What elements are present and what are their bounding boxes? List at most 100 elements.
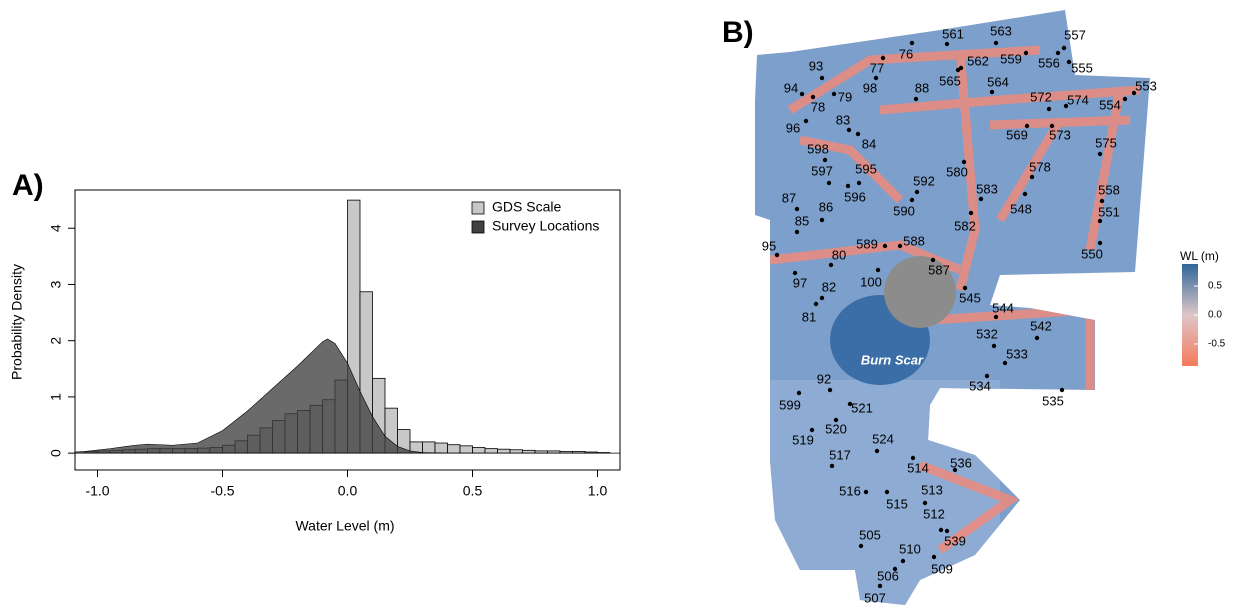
point-label: 551 bbox=[1098, 204, 1120, 219]
point-label: 565 bbox=[939, 73, 961, 88]
survey-point bbox=[956, 68, 960, 72]
point-label: 544 bbox=[992, 300, 1014, 315]
survey-point bbox=[901, 559, 905, 563]
survey-point bbox=[914, 97, 918, 101]
point-label: 509 bbox=[931, 561, 953, 576]
point-label: 599 bbox=[779, 397, 801, 412]
survey-point bbox=[795, 230, 799, 234]
y-tick-label: 3 bbox=[48, 280, 64, 288]
survey-point bbox=[994, 41, 998, 45]
survey-point bbox=[945, 42, 949, 46]
point-label: 97 bbox=[793, 275, 807, 290]
point-label: 558 bbox=[1098, 182, 1120, 197]
point-label: 561 bbox=[942, 26, 964, 41]
survey-point bbox=[885, 490, 889, 494]
point-label: 590 bbox=[893, 203, 915, 218]
survey-point bbox=[932, 555, 936, 559]
x-tick-label: 0.0 bbox=[338, 483, 358, 499]
survey-point bbox=[910, 41, 914, 45]
point-label: 564 bbox=[987, 74, 1009, 89]
survey-point bbox=[878, 584, 882, 588]
point-label: 80 bbox=[832, 247, 846, 262]
survey-point bbox=[859, 544, 863, 548]
point-label: 595 bbox=[855, 161, 877, 176]
point-label: 85 bbox=[795, 213, 809, 228]
bar bbox=[423, 442, 436, 453]
point-label: 516 bbox=[839, 483, 861, 498]
point-label: 76 bbox=[899, 46, 913, 61]
x-tick-label: -0.5 bbox=[210, 483, 234, 499]
point-label: 535 bbox=[1042, 393, 1064, 408]
point-label: 78 bbox=[811, 99, 825, 114]
survey-point bbox=[1100, 199, 1104, 203]
panel-label: B) bbox=[722, 16, 754, 49]
survey-point bbox=[823, 158, 827, 162]
survey-point bbox=[994, 315, 998, 319]
bar bbox=[448, 445, 461, 453]
survey-point bbox=[875, 449, 879, 453]
point-label: 583 bbox=[976, 181, 998, 196]
bar bbox=[485, 449, 498, 453]
legend-label: Survey Locations bbox=[492, 218, 599, 234]
survey-point bbox=[864, 490, 868, 494]
point-label: 512 bbox=[923, 506, 945, 521]
survey-point bbox=[1098, 219, 1102, 223]
survey-point bbox=[832, 92, 836, 96]
point-label: 588 bbox=[903, 233, 925, 248]
survey-point bbox=[1035, 336, 1039, 340]
survey-point bbox=[820, 218, 824, 222]
point-label: 559 bbox=[1000, 51, 1022, 66]
point-label: 548 bbox=[1010, 201, 1032, 216]
survey-point bbox=[979, 197, 983, 201]
point-label: 98 bbox=[863, 80, 877, 95]
point-label: 519 bbox=[792, 432, 814, 447]
survey-point bbox=[828, 388, 832, 392]
point-label: 545 bbox=[959, 290, 981, 305]
point-label: 82 bbox=[822, 279, 836, 294]
point-label: 534 bbox=[969, 378, 991, 393]
point-label: 532 bbox=[976, 326, 998, 341]
survey-point bbox=[1060, 388, 1064, 392]
point-label: 575 bbox=[1095, 135, 1117, 150]
survey-point bbox=[814, 302, 818, 306]
point-label: 515 bbox=[886, 496, 908, 511]
bar bbox=[498, 449, 511, 453]
survey-point bbox=[876, 268, 880, 272]
map bbox=[740, 0, 1170, 606]
y-axis-title: Probability Density bbox=[9, 264, 25, 380]
survey-point bbox=[1047, 107, 1051, 111]
survey-point bbox=[990, 90, 994, 94]
legend-swatch bbox=[472, 202, 484, 214]
survey-point bbox=[1024, 51, 1028, 55]
colorbar-tick-label: -0.5 bbox=[1208, 339, 1226, 350]
survey-point bbox=[898, 244, 902, 248]
point-label: 524 bbox=[872, 431, 894, 446]
y-tick-label: 4 bbox=[48, 224, 64, 232]
bar bbox=[510, 450, 523, 453]
point-label: 88 bbox=[915, 80, 929, 95]
point-label: 79 bbox=[838, 89, 852, 104]
point-label: 96 bbox=[786, 120, 800, 135]
survey-point bbox=[804, 119, 808, 123]
x-tick-label: 0.5 bbox=[463, 483, 483, 499]
point-label: 84 bbox=[862, 136, 876, 151]
point-label: 94 bbox=[784, 80, 798, 95]
survey-point bbox=[939, 528, 943, 532]
point-label: 556 bbox=[1038, 55, 1060, 70]
x-tick-label: 1.0 bbox=[588, 483, 608, 499]
survey-point bbox=[1062, 46, 1066, 50]
point-label: 507 bbox=[864, 590, 886, 605]
point-label: 81 bbox=[802, 309, 816, 324]
point-label: 505 bbox=[859, 527, 881, 542]
survey-point bbox=[820, 76, 824, 80]
point-label: 572 bbox=[1030, 89, 1052, 104]
y-tick-label: 1 bbox=[48, 393, 64, 401]
survey-point bbox=[1098, 152, 1102, 156]
point-label: 592 bbox=[913, 173, 935, 188]
survey-point bbox=[883, 244, 887, 248]
point-label: 536 bbox=[950, 455, 972, 470]
point-label: 596 bbox=[844, 189, 866, 204]
point-label: 569 bbox=[1006, 127, 1028, 142]
survey-point bbox=[1098, 241, 1102, 245]
point-label: 533 bbox=[1006, 346, 1028, 361]
